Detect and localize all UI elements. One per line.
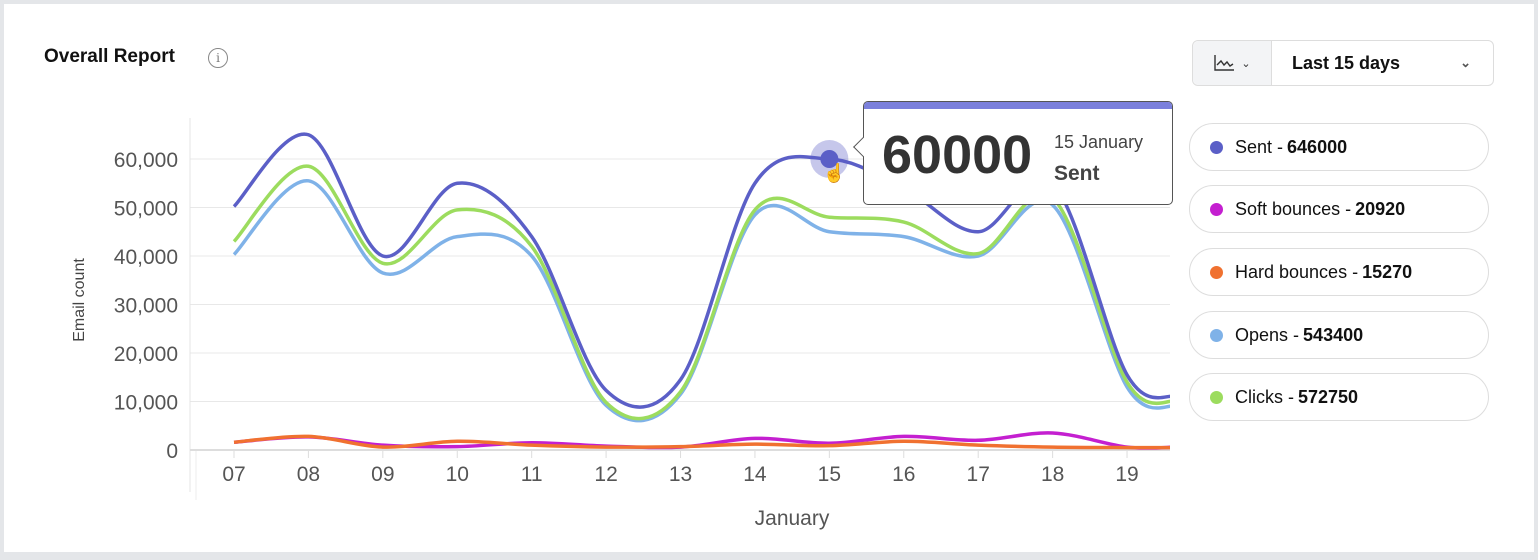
tooltip-date: 15 January <box>1054 132 1144 152</box>
legend-dot <box>1210 202 1223 216</box>
hand-cursor-icon: ☝ <box>823 162 845 184</box>
x-tick-label: 16 <box>892 463 915 486</box>
x-tick-label: 14 <box>743 463 767 486</box>
legend-total: 15270 <box>1362 261 1413 282</box>
chevron-down-icon: ⌄ <box>1241 57 1251 70</box>
legend-dot <box>1210 140 1223 154</box>
tooltip-value: 60000 <box>882 125 1033 185</box>
y-tick-label: 60,000 <box>114 149 178 172</box>
x-tick-label: 08 <box>297 463 320 486</box>
legend-item-sent[interactable]: Sent -646000 <box>1189 123 1489 171</box>
overall-report-card: Overall Report i ⌄ Last 15 days ⌄ <box>4 4 1534 552</box>
highlight-point <box>820 150 839 168</box>
x-tick-label: 17 <box>967 463 990 486</box>
y-tick-label: 0 <box>166 440 178 463</box>
page-title: Overall Report <box>44 46 175 67</box>
x-tick-label: 18 <box>1041 463 1064 486</box>
series-line-opens <box>232 179 1170 423</box>
x-tick-label: 09 <box>371 463 394 486</box>
chart-controls: ⌄ Last 15 days ⌄ <box>1192 40 1494 86</box>
legend-total: 572750 <box>1298 386 1359 407</box>
x-tick-label: 15 <box>818 463 841 486</box>
chart-type-dropdown[interactable]: ⌄ <box>1193 41 1272 85</box>
date-range-dropdown[interactable]: Last 15 days ⌄ <box>1272 41 1493 85</box>
line-chart-icon <box>1214 55 1235 71</box>
legend-item-opens[interactable]: Opens -543400 <box>1189 311 1489 359</box>
x-axis-title: January <box>755 507 830 530</box>
x-tick-label: 19 <box>1115 463 1138 486</box>
x-tick-label: 11 <box>521 463 543 486</box>
tooltip: 60000 15 January Sent <box>853 101 1173 205</box>
legend-total: 543400 <box>1303 324 1364 345</box>
legend-item-soft-bounces[interactable]: Soft bounces -20920 <box>1189 185 1489 233</box>
legend-item-hard-bounces[interactable]: Hard bounces -15270 <box>1189 248 1489 296</box>
y-axis-title: Email count <box>71 258 88 342</box>
legend-label: Clicks <box>1235 386 1283 407</box>
tooltip-accent <box>864 102 1172 109</box>
legend-dot <box>1210 265 1223 279</box>
x-tick-label: 13 <box>669 463 692 486</box>
series-line-hard-bounces <box>233 434 1170 450</box>
info-icon[interactable]: i <box>208 48 228 68</box>
legend-label: Hard bounces <box>1235 261 1348 282</box>
legend-label: Sent <box>1235 136 1273 157</box>
tooltip-series: Sent <box>1054 162 1100 185</box>
legend-label: Soft bounces <box>1235 198 1341 219</box>
x-tick-label: 12 <box>594 463 617 486</box>
chevron-down-icon: ⌄ <box>1460 55 1471 70</box>
y-tick-label: 20,000 <box>114 343 178 366</box>
date-range-label: Last 15 days <box>1292 52 1401 73</box>
y-tick-label: 50,000 <box>114 198 178 221</box>
x-tick-label: 07 <box>222 463 245 486</box>
y-tick-label: 30,000 <box>114 295 178 318</box>
legend-dot <box>1210 390 1223 404</box>
legend-item-clicks[interactable]: Clicks -572750 <box>1189 373 1489 421</box>
y-tick-label: 40,000 <box>114 246 178 269</box>
legend-total: 646000 <box>1287 136 1348 157</box>
legend-label: Opens <box>1235 324 1289 345</box>
x-tick-label: 10 <box>446 463 469 486</box>
legend-total: 20920 <box>1355 198 1406 219</box>
y-tick-label: 10,000 <box>114 392 178 415</box>
legend-dot <box>1210 328 1223 342</box>
